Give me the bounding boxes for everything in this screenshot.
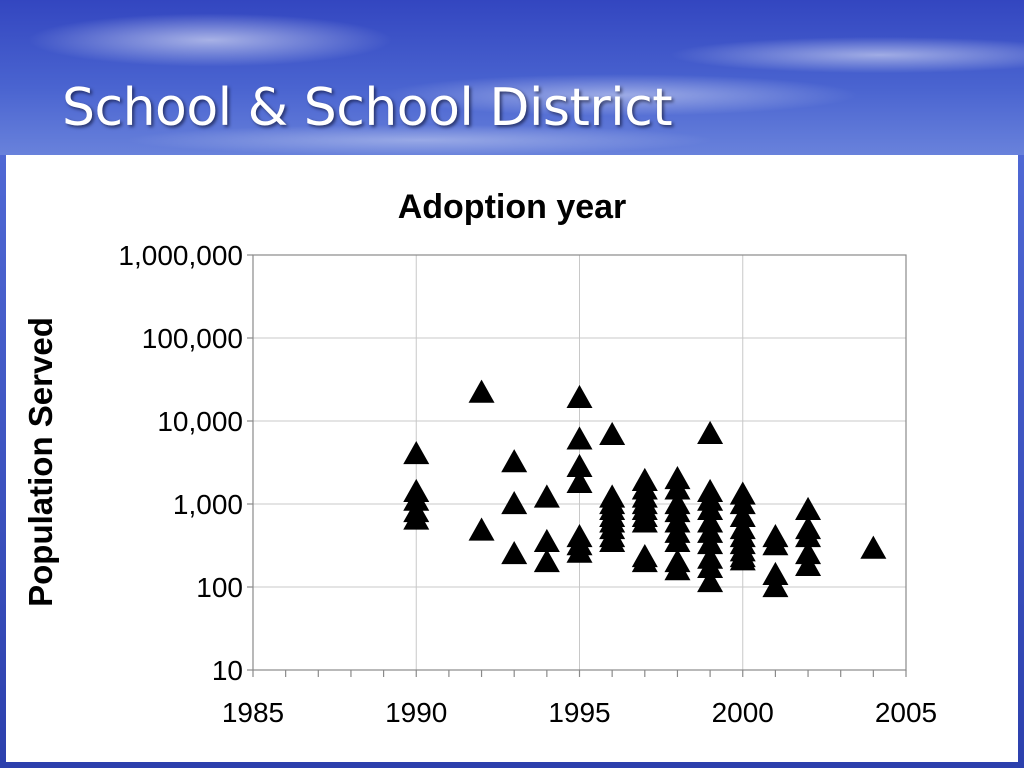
data-point [566, 453, 593, 478]
data-point [795, 540, 822, 565]
data-point [697, 568, 724, 593]
data-point [533, 528, 560, 552]
data-point [762, 532, 789, 556]
data-point [664, 476, 691, 500]
data-point [468, 379, 495, 403]
y-tick-label: 10 [212, 655, 243, 686]
y-tick-label: 1,000,000 [118, 240, 243, 271]
data-point [697, 420, 724, 444]
data-point [501, 540, 528, 565]
data-point [501, 491, 528, 515]
data-point [403, 506, 430, 530]
data-point [501, 449, 528, 473]
data-point [566, 384, 593, 409]
data-point [566, 426, 593, 450]
slide-title: School & School District [62, 78, 673, 138]
data-point [795, 524, 822, 548]
data-point [697, 496, 724, 520]
data-point [631, 549, 658, 573]
x-tick-label: 1990 [385, 697, 447, 728]
x-tick-label: 1985 [222, 697, 284, 728]
x-tick-label: 1995 [548, 697, 610, 728]
slide-border-bottom [0, 762, 1024, 768]
scatter-chart: Adoption year Population Served 10 100 1,0… [22, 188, 937, 728]
axis-ticks [247, 254, 907, 677]
data-point [729, 503, 756, 527]
data-point [533, 484, 560, 508]
slide-border-right [1018, 155, 1024, 768]
chart-panel: Adoption year Population Served 10 100 1,0… [6, 155, 1018, 762]
data-point [729, 491, 756, 515]
data-point [599, 421, 626, 446]
data-point [664, 528, 691, 552]
data-point [860, 535, 887, 559]
y-tick-label: 10,000 [157, 406, 243, 437]
slide-border-left [0, 155, 6, 768]
data-point [533, 549, 560, 573]
data-point [762, 561, 789, 586]
y-tick-label: 100 [196, 572, 243, 603]
data-point [762, 574, 789, 598]
data-points [403, 379, 887, 598]
x-tick-label: 2000 [712, 697, 774, 728]
x-tick-label: 2005 [875, 697, 937, 728]
data-point [599, 528, 626, 552]
data-point [795, 552, 822, 576]
data-point [566, 469, 593, 493]
data-point [664, 557, 691, 581]
data-point [468, 517, 495, 541]
gridlines [253, 255, 906, 670]
data-point [697, 530, 724, 555]
data-point [566, 539, 593, 563]
slide-background [0, 0, 1024, 160]
y-tick-label: 1,000 [173, 489, 243, 520]
tick-labels: 10 100 1,000 10,000 100,000 1,000,000 1985 1990… [118, 240, 937, 728]
chart-title: Adoption year [398, 188, 627, 226]
y-tick-label: 100,000 [142, 323, 243, 354]
data-point [631, 509, 658, 533]
y-axis-title: Population Served [22, 317, 59, 607]
data-point [403, 441, 430, 465]
data-point [795, 496, 822, 520]
data-point [729, 547, 756, 571]
data-point [697, 554, 724, 579]
